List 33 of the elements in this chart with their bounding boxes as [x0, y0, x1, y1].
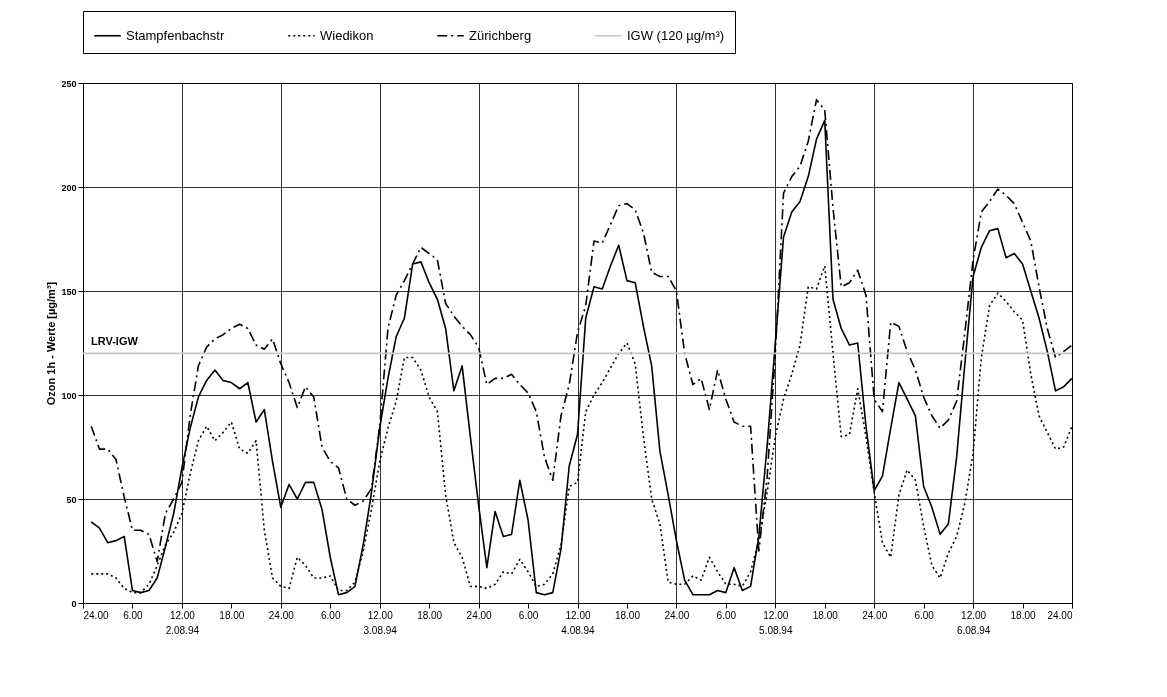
x-tick-label: 6.00: [914, 609, 935, 621]
x-tick-label: 18.00: [219, 609, 245, 621]
legend-label: Stampfenbachstr: [126, 27, 225, 43]
x-tick-label: 6.00: [321, 609, 341, 621]
y-tick-label: 0: [71, 598, 77, 609]
legend-label: Wiedikon: [320, 27, 374, 43]
x-tick-label: 6.00: [716, 609, 737, 621]
x-tick-label: 12.00 4.08.94: [561, 609, 596, 636]
x-tick-label: 12.00 2.08.94: [165, 609, 200, 636]
x-tick-label: 18.00: [417, 609, 443, 621]
x-tick-label: 6.00: [518, 609, 539, 621]
x-tick-label: 24.00: [1047, 609, 1073, 621]
y-tick-label: 200: [61, 182, 77, 193]
y-axis-title: Ozon 1h - Werte [µg/m³]: [45, 281, 58, 406]
annotation: LRV-IGW: [91, 335, 139, 348]
x-tick-label: 12.00 3.08.94: [363, 609, 398, 636]
y-tick-label: 250: [61, 78, 77, 89]
legend-label: Zürichberg: [469, 27, 532, 43]
x-tick-label: 24.00: [466, 609, 493, 621]
y-tick-label: 50: [66, 494, 77, 505]
y-tick-label: 100: [61, 390, 77, 401]
x-tick-label: 18.00: [614, 609, 641, 621]
x-tick-label: 6.00: [123, 609, 144, 621]
x-tick-label: 24.00: [862, 609, 888, 621]
x-tick-label: 24.00: [83, 609, 109, 621]
legend-label: IGW (120 µg/m³): [627, 27, 725, 43]
x-tick-label: 18.00: [1010, 609, 1036, 621]
x-tick-label: 24.00: [664, 609, 690, 621]
x-tick-label: 12.00 6.08.94: [956, 609, 991, 636]
x-tick-label: 18.00: [812, 609, 839, 621]
x-tick-label: 12.00 5.08.94: [759, 609, 793, 636]
y-tick-label: 150: [61, 286, 77, 297]
x-tick-label: 24.00: [268, 609, 295, 621]
